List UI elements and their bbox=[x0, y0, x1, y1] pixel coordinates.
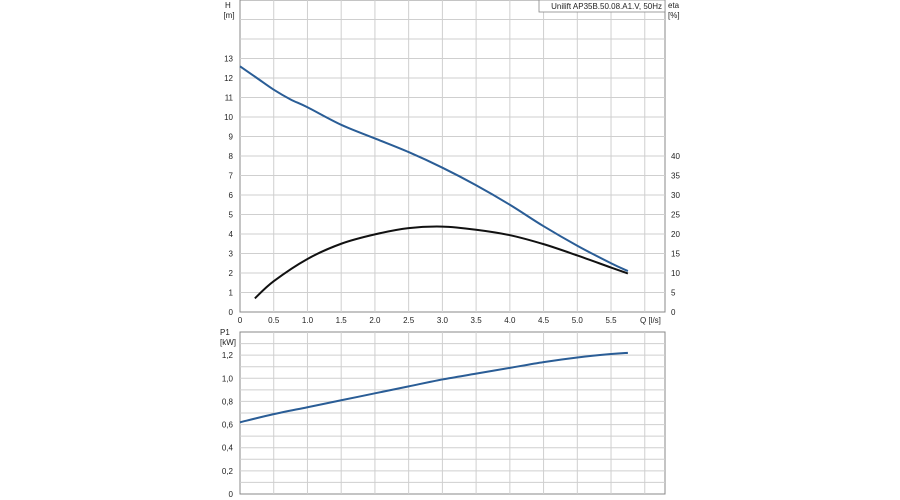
y2-tick-label: 35 bbox=[671, 172, 680, 181]
head-axis-label: H [m] bbox=[223, 1, 234, 20]
x-tick-label: 2.5 bbox=[403, 316, 415, 325]
y-tick-label: 10 bbox=[224, 113, 233, 122]
y-tick-label: 0,2 bbox=[222, 467, 234, 476]
y-tick-label: 8 bbox=[229, 152, 234, 161]
y-tick-label: 4 bbox=[229, 230, 234, 239]
y2-tick-label: 25 bbox=[671, 211, 680, 220]
head-efficiency-series bbox=[239, 65, 629, 300]
chart-title-box bbox=[538, 0, 666, 13]
y-tick-label: 3 bbox=[229, 250, 234, 259]
x-tick-label: 5.5 bbox=[605, 316, 617, 325]
y-tick-label: 7 bbox=[229, 172, 234, 181]
y2-tick-label: 5 bbox=[671, 289, 676, 298]
power-panel: 0 0,2 0,4 0,6 0,8 1,0 1,2 P1 [kW] bbox=[220, 328, 666, 499]
flow-tick-labels: 0 0.5 1.0 1.5 2.0 2.5 3.0 3.5 4.0 4.5 5.0 5.5 bbox=[238, 316, 617, 325]
power-tick-labels: 0 0,2 0,4 0,6 0,8 1,0 1,2 bbox=[222, 351, 234, 499]
head-curve bbox=[239, 65, 629, 272]
y-tick-label: 1,2 bbox=[222, 351, 234, 360]
y2-tick-label: 20 bbox=[671, 230, 680, 239]
y-tick-label: 0,4 bbox=[222, 444, 234, 453]
flow-axis-label: Q [l/s] bbox=[640, 316, 661, 325]
y-tick-label: 9 bbox=[229, 133, 234, 142]
eta-curve bbox=[254, 225, 629, 300]
y-tick-label: 12 bbox=[224, 74, 233, 83]
y-tick-label: 6 bbox=[229, 191, 234, 200]
power-series bbox=[239, 351, 628, 424]
power-grid bbox=[240, 332, 665, 494]
y-tick-label: 11 bbox=[225, 94, 234, 103]
y2-tick-label: 0 bbox=[671, 308, 676, 317]
y-tick-label: 5 bbox=[229, 211, 234, 220]
y-tick-label: 1,0 bbox=[222, 374, 234, 383]
x-tick-label: 0.5 bbox=[268, 316, 280, 325]
x-tick-label: 5.0 bbox=[572, 316, 584, 325]
y-tick-label: 1 bbox=[229, 289, 234, 298]
chart-title: Unilift AP35B.50.08.A1.V, 50Hz bbox=[551, 2, 662, 11]
efficiency-tick-labels: 0 5 10 15 20 25 30 35 40 bbox=[671, 152, 680, 317]
x-tick-label: 0 bbox=[238, 316, 243, 325]
y-tick-label: 2 bbox=[229, 269, 234, 278]
y-tick-label: 0,8 bbox=[222, 397, 234, 406]
x-tick-label: 1.5 bbox=[336, 316, 348, 325]
x-tick-label: 1.0 bbox=[302, 316, 314, 325]
y-tick-label: 0 bbox=[229, 490, 234, 499]
x-tick-label: 4.0 bbox=[504, 316, 516, 325]
power-axis-label: P1 [kW] bbox=[220, 328, 236, 347]
y-tick-label: 13 bbox=[224, 55, 233, 64]
y-tick-label: 0 bbox=[229, 308, 234, 317]
x-tick-label: 3.0 bbox=[437, 316, 449, 325]
y2-tick-label: 30 bbox=[671, 191, 680, 200]
head-efficiency-panel: 0 0.5 1.0 1.5 2.0 2.5 3.0 3.5 4.0 4.5 5.0 5.5 01234… bbox=[223, 0, 681, 325]
y2-tick-label: 15 bbox=[671, 250, 680, 259]
x-tick-label: 2.0 bbox=[369, 316, 381, 325]
head-grid bbox=[240, 0, 665, 312]
y2-tick-label: 10 bbox=[671, 269, 680, 278]
efficiency-axis-label: eta [%] bbox=[668, 1, 681, 20]
power-curve bbox=[239, 351, 628, 424]
x-tick-label: 4.5 bbox=[538, 316, 550, 325]
y2-tick-label: 40 bbox=[671, 152, 680, 161]
x-tick-label: 3.5 bbox=[471, 316, 483, 325]
y-tick-label: 0,6 bbox=[222, 421, 234, 430]
